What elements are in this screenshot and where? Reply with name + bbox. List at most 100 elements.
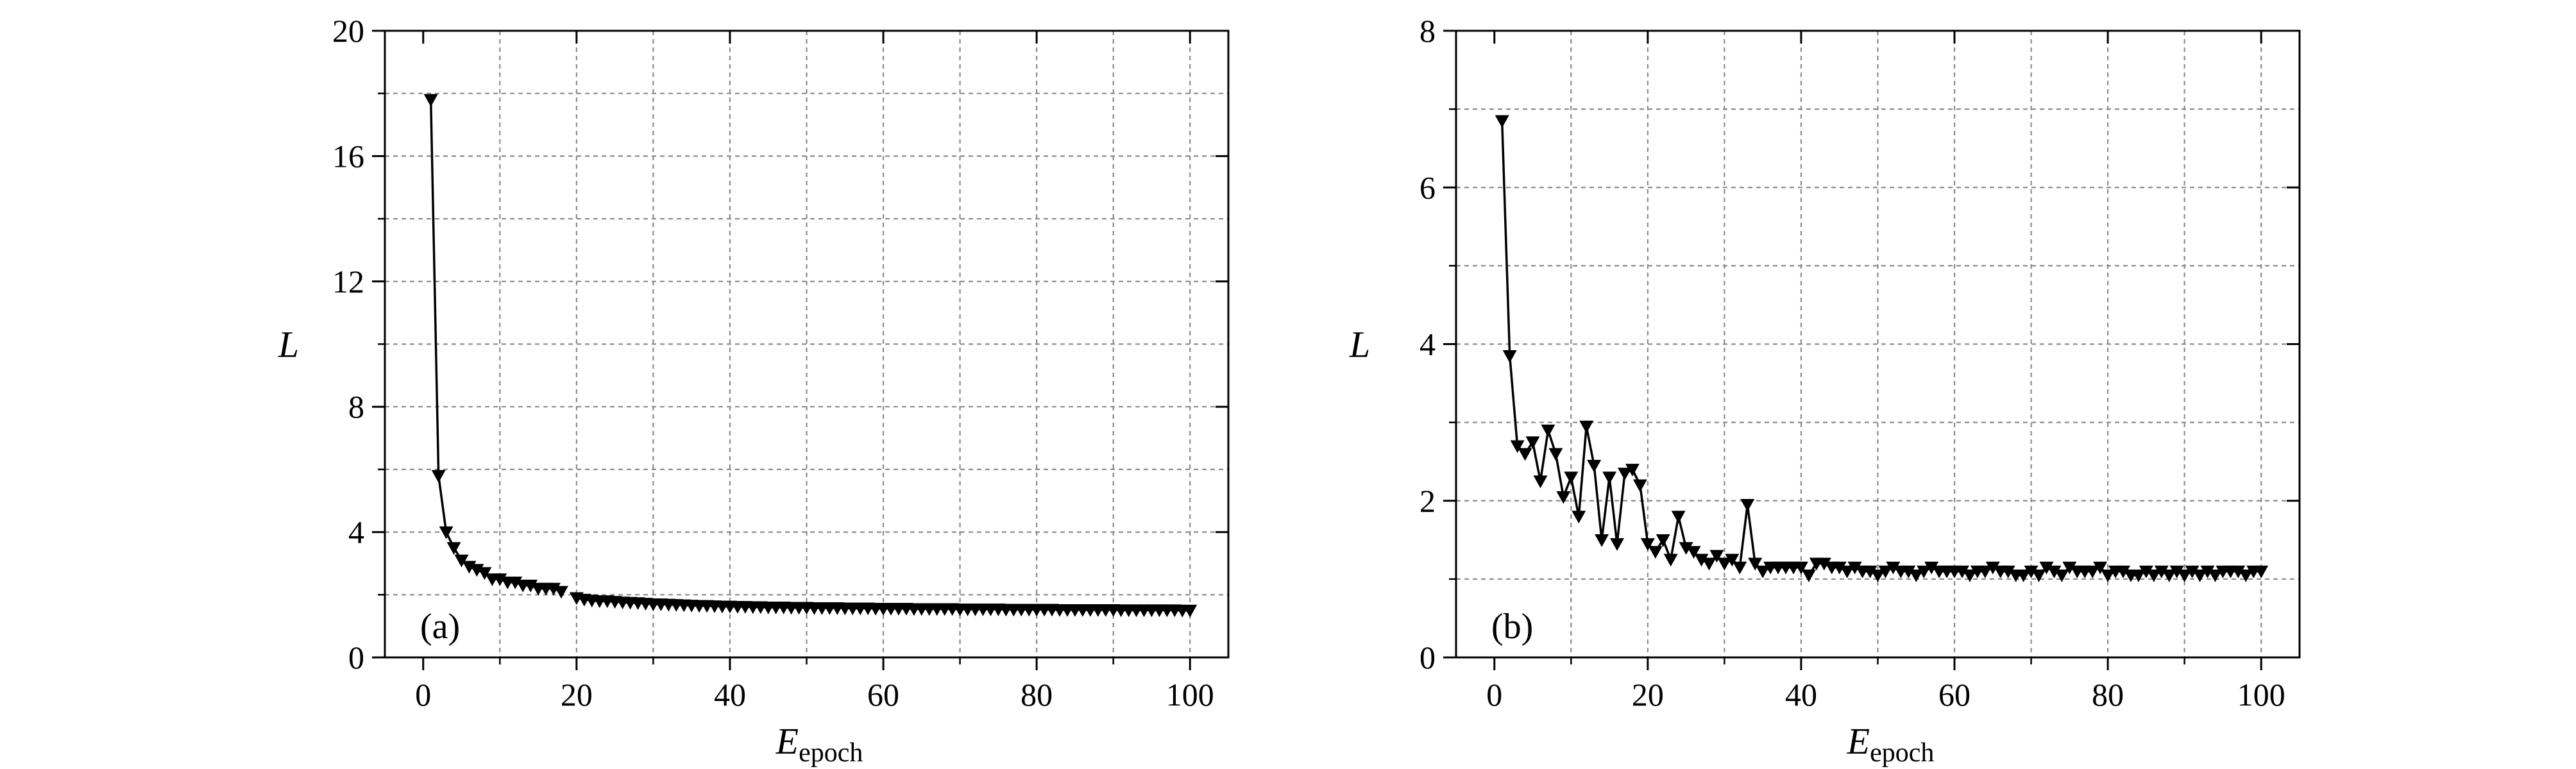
- data-point: [2039, 561, 2054, 575]
- data-point: [1671, 511, 1686, 524]
- x-tick-label: 40: [714, 677, 746, 713]
- data-point: [1978, 565, 1992, 579]
- data-point: [2200, 565, 2215, 579]
- data-point: [1502, 350, 1517, 363]
- data-point: [2208, 569, 2223, 582]
- data-point: [1870, 569, 1885, 582]
- data-point: [2101, 569, 2115, 582]
- data-point: [2162, 569, 2176, 582]
- data-point: [2131, 569, 2146, 582]
- data-point: [1694, 554, 1709, 567]
- data-point: [1901, 565, 1916, 579]
- x-axis-label-main: E: [775, 720, 799, 762]
- data-point: [1648, 546, 1663, 559]
- data-point: [1686, 546, 1701, 559]
- data-point: [2047, 565, 2062, 579]
- x-axis-label-sub: epoch: [799, 738, 863, 768]
- data-point: [2139, 565, 2153, 579]
- data-point: [2062, 561, 2077, 575]
- x-tick-label: 40: [1785, 677, 1817, 713]
- data-point: [1564, 471, 1579, 485]
- data-point: [1840, 565, 1854, 579]
- data-point: [1679, 542, 1693, 555]
- data-point: [2154, 565, 2169, 579]
- x-axis-label-sub: epoch: [1870, 738, 1934, 768]
- x-tick-label: 100: [1166, 677, 1214, 713]
- y-axis-label: L: [278, 324, 299, 366]
- data-point: [446, 542, 461, 555]
- data-point: [1886, 561, 1901, 575]
- data-point: [439, 526, 453, 539]
- y-tick-label: 8: [348, 389, 364, 425]
- x-axis-label: Eepoch: [1847, 720, 1935, 768]
- data-point: [2185, 565, 2199, 579]
- data-point: [1801, 569, 1816, 582]
- data-point: [554, 586, 568, 599]
- data-point: [1640, 538, 1655, 551]
- data-point: [1602, 471, 1617, 485]
- y-tick-label: 6: [1419, 169, 1436, 205]
- panel-label: (b): [1491, 607, 1533, 646]
- y-tick-label: 20: [332, 13, 364, 49]
- x-tick-label: 80: [2092, 677, 2124, 713]
- x-tick-label: 0: [415, 677, 431, 713]
- data-point: [1618, 468, 1632, 481]
- data-point: [1595, 534, 1609, 547]
- data-point: [1525, 436, 1540, 450]
- data-point: [2192, 569, 2207, 582]
- data-point: [1985, 561, 2000, 575]
- data-point: [454, 554, 469, 568]
- data-point: [2016, 569, 2031, 582]
- data-point: [1518, 448, 1532, 461]
- data-point: [2146, 569, 2161, 582]
- data-point: [2169, 565, 2184, 579]
- data-point: [1510, 440, 1525, 453]
- x-tick-label: 20: [1632, 677, 1664, 713]
- y-tick-label: 0: [1419, 639, 1436, 675]
- data-point: [1579, 420, 1594, 434]
- data-point: [431, 469, 446, 483]
- data-point: [1832, 561, 1847, 575]
- data-point: [1878, 565, 1893, 579]
- panel-a: 0 20 40 60 80 100 0 4 8 12 16 20 Eepoch L (a): [278, 13, 1230, 768]
- data-point: [477, 567, 492, 580]
- series-line: [1500, 121, 2262, 577]
- data-point: [1541, 425, 1555, 437]
- x-axis-label: Eepoch: [775, 720, 863, 768]
- data-point: [1793, 561, 1808, 575]
- data-point: [1632, 479, 1647, 493]
- data-point: [1663, 554, 1678, 567]
- data-point: [1533, 475, 1548, 489]
- data-point: [1733, 561, 1747, 575]
- data-point: [1817, 557, 1831, 571]
- data-point: [2031, 569, 2046, 582]
- data-point: [1924, 561, 1939, 575]
- data-point: [1548, 448, 1563, 461]
- x-tick-label: 80: [1021, 677, 1053, 713]
- data-point: [1909, 569, 1924, 582]
- data-point: [1183, 604, 1198, 618]
- data-point: [2116, 565, 2131, 579]
- data-point: [1725, 554, 1740, 567]
- data-point: [2254, 565, 2269, 579]
- x-tick-label: 0: [1486, 677, 1502, 713]
- data-point: [1610, 538, 1625, 551]
- panel-b: 0 20 40 60 80 100 0 2 4 6 8 Eepoch L (b): [1349, 13, 2301, 768]
- series-line: [429, 99, 1191, 612]
- data-point: [1962, 569, 1977, 582]
- data-point: [1709, 550, 1724, 563]
- data-point: [1656, 534, 1670, 547]
- data-point: [1748, 557, 1763, 571]
- data-point: [2085, 565, 2100, 579]
- data-point: [423, 94, 438, 107]
- data-point: [1587, 459, 1602, 473]
- y-tick-label: 2: [1419, 483, 1436, 519]
- y-axis-label: L: [1349, 324, 1370, 366]
- data-point: [1863, 565, 1877, 579]
- data-point: [1702, 557, 1716, 571]
- x-tick-label: 100: [2237, 677, 2285, 713]
- data-point: [1740, 499, 1755, 512]
- data-point: [1556, 491, 1571, 504]
- data-point: [1847, 561, 1862, 575]
